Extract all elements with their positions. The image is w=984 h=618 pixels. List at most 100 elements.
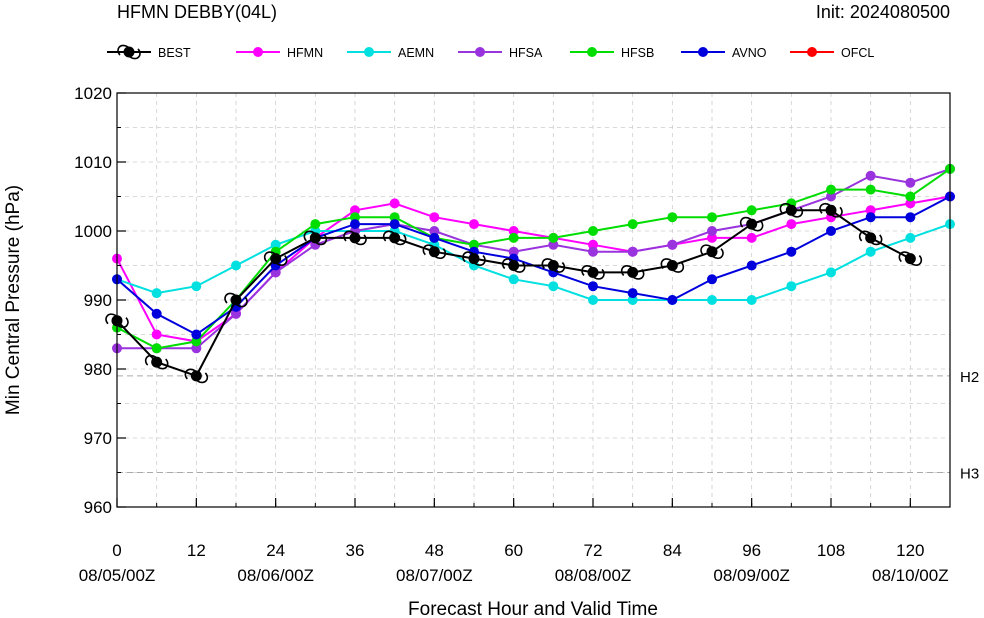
series-best-point [700,244,724,260]
series-best-point [779,202,804,218]
hurricane-eye [825,204,837,216]
x-tick-label: 84 [663,541,682,560]
series-hfsb-point [548,232,559,243]
series-avno-point [746,260,757,271]
hurricane-eye [151,356,163,368]
hurricane-arm [303,230,315,242]
hurricane-arm [831,206,843,218]
hurricane-arm [117,317,129,329]
y-tick-label: 980 [84,360,112,379]
legend-swatch-marker [807,47,817,57]
y-tick-label: 990 [84,291,112,310]
series-best-point [303,230,328,246]
series-hfmn-point [350,205,360,216]
series-aemn-point [588,295,598,305]
series-hfsa-point [270,267,281,278]
series-hfsb-point [151,343,162,354]
series-hfmn-line [116,195,951,343]
hurricane-arm [105,313,117,325]
series-hfsa-point [429,226,440,236]
series-hfsb-point [627,219,638,230]
series-hfsb-point [826,184,836,195]
hurricane-arm [462,251,474,263]
hurricane-eye [666,260,678,271]
hurricane-arm [819,202,831,214]
series-hfmn-point [865,205,876,216]
series-hfsa-point [191,343,202,354]
series-hfsb-point [588,226,598,236]
hurricane-eye [309,232,321,244]
hurricane-arm [184,368,196,380]
x-tick-label: 120 [896,541,924,560]
series-aemn-line [116,223,951,301]
hurricane-arm [779,202,791,214]
legend-swatch-marker [587,47,597,57]
series-hfsa-line [117,167,951,350]
series-hfsb-point [191,336,202,347]
legend-item-hfsb: HFSB [570,46,654,60]
series-hfsb [112,163,955,354]
hurricane-eye [468,253,480,265]
x-axis-ticks: 0 12 24 36 48 60 72 84 96 108 120 08/05/00Z 08/06/00… [79,498,949,585]
series-aemn-point [786,281,797,292]
y-tick-label: 960 [84,498,112,517]
series-hfsb-point [389,212,400,223]
y-tick-label: 1020 [74,84,112,103]
series-hfsa-point [508,246,519,257]
series-best-point [382,230,407,246]
legend-item-hfmn: HFMN [236,46,323,60]
hurricane-arm [434,248,447,260]
hurricane-eye [746,218,758,230]
hurricane-arm [739,216,752,228]
x-tick-label: 24 [266,541,285,560]
series-group [105,163,955,384]
series-hfsa-point [865,170,876,181]
series-hfsb-point [310,219,321,230]
legend-label: HFSB [621,46,654,60]
hurricane-arm [129,48,141,60]
valid-time-label: 08/05/00Z [79,566,156,585]
series-avno-point [627,288,638,299]
series-avno-point [151,308,162,319]
reference-line-label: H2 [960,369,979,386]
series-hfsb-point [508,232,519,243]
hurricane-arm [752,220,764,232]
hurricane-arm [315,234,328,246]
series-hfsb-point [667,212,678,223]
legend-item-ofcl: OFCL [790,46,874,60]
series-best-point [263,251,288,266]
hurricane-eye [190,370,202,382]
valid-time-label: 08/07/00Z [396,566,473,585]
hurricane-arm [660,258,672,270]
series-best-point [819,202,843,218]
legend-item-best: BEST [107,44,191,60]
series-hfmn-point [588,239,598,250]
series-hfsa-point [826,191,836,202]
x-tick-label: 60 [504,541,523,560]
valid-time-label: 08/09/00Z [713,566,790,585]
hurricane-arm [620,265,633,276]
legend-label: OFCL [841,46,874,60]
hurricane-arm [700,244,712,256]
series-best-point [581,265,605,280]
x-tick-label: 72 [584,541,603,560]
series-hfmn-point [707,232,717,243]
y-axis-label: Min Central Pressure (hPa) [3,185,24,415]
hurricane-arm [581,265,593,276]
valid-time-label: 08/10/00Z [872,566,949,585]
series-avno-point [389,219,400,230]
series-avno-point [707,274,717,285]
x-tick-label: 108 [817,541,845,560]
series-avno-point [350,219,360,230]
hurricane-arm [672,261,685,273]
legend-swatch-marker [253,47,263,57]
hurricane-arm [910,255,923,266]
series-hfmn-point [786,219,797,230]
hurricane-arm [712,248,724,260]
hurricane-arm [633,268,645,280]
series-aemn-point [826,267,836,278]
hurricane-arm [593,268,605,280]
hurricane-eye [587,266,599,278]
reference-lines: H2 H3 [117,369,979,483]
